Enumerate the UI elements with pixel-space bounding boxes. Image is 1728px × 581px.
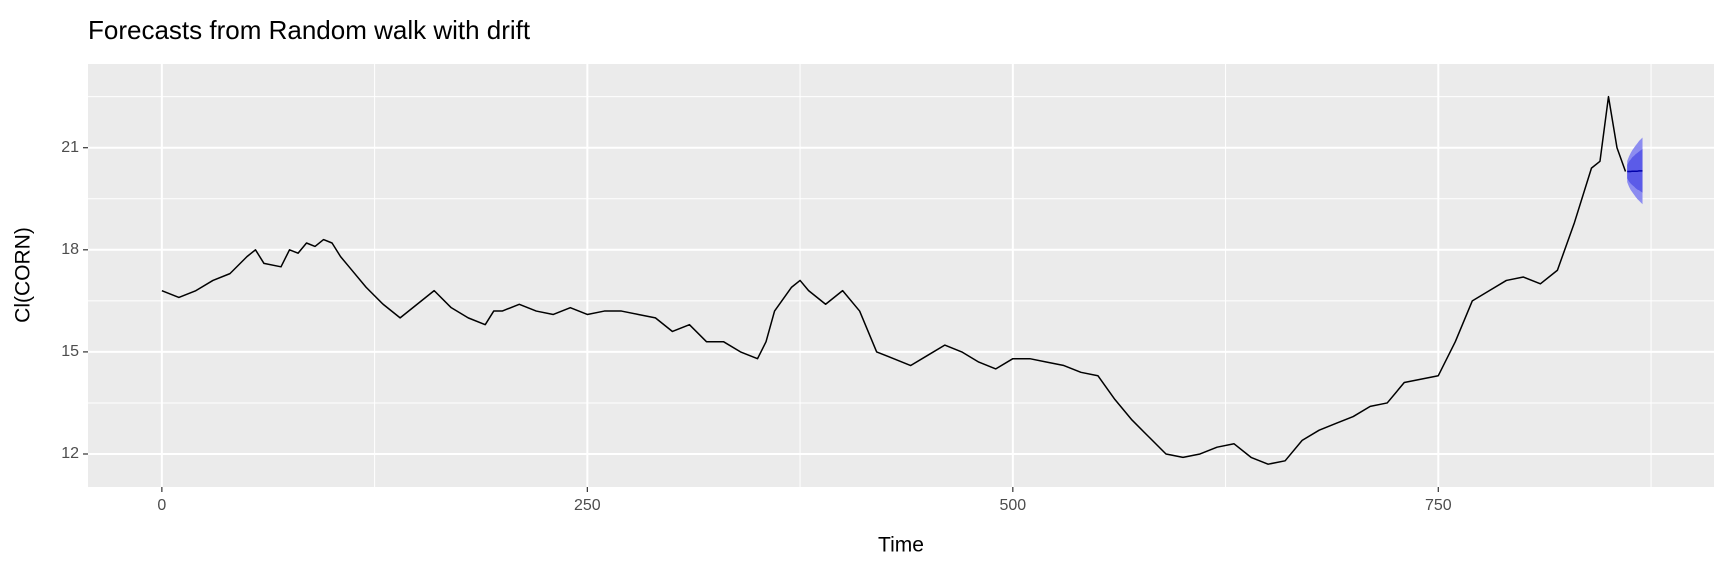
series-line <box>161 95 1627 465</box>
y-tick-label: 21 <box>61 139 79 156</box>
y-tick-label: 18 <box>61 241 79 258</box>
x-tick-label: 0 <box>157 497 166 514</box>
y-tick-label: 12 <box>61 445 79 462</box>
x-axis-title: Time <box>878 534 924 557</box>
x-tick-label: 500 <box>999 497 1026 514</box>
x-tick-label: 250 <box>574 497 601 514</box>
y-axis-title: Cl(CORN) <box>12 227 35 323</box>
panel <box>88 64 1714 487</box>
chart-title: Forecasts from Random walk with drift <box>88 15 531 45</box>
x-tick-label: 750 <box>1425 497 1452 514</box>
forecast-line <box>1627 170 1643 173</box>
y-tick-label: 15 <box>61 343 79 360</box>
